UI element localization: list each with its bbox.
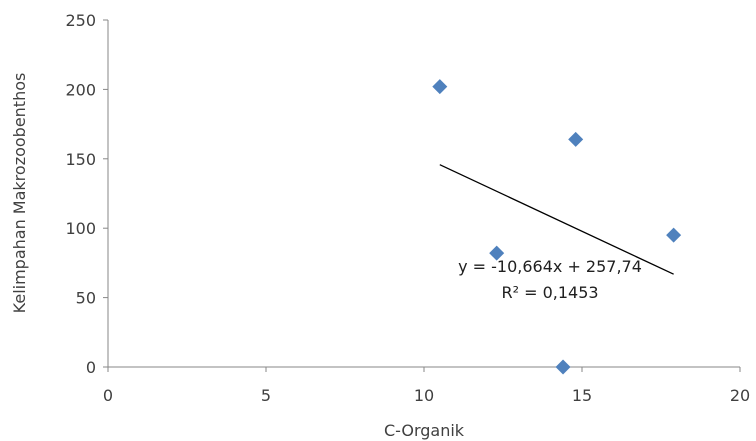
data-points: [432, 79, 682, 375]
y-axis-title: Kelimpahan Makrozoobenthos: [10, 73, 29, 314]
x-tick-group: 0 5 10 15 20: [103, 367, 750, 405]
data-point: [489, 245, 505, 261]
data-point: [666, 227, 682, 243]
trendline-r2: R² = 0,1453: [501, 283, 598, 302]
trendline-group: [439, 164, 674, 275]
x-axis-title: C-Organik: [384, 421, 465, 440]
x-tick-label: 0: [103, 386, 113, 405]
data-point: [555, 359, 571, 375]
data-point: [568, 131, 584, 147]
y-tick-label: 100: [65, 219, 96, 238]
data-point: [432, 79, 448, 95]
x-tick-label: 5: [261, 386, 271, 405]
y-tick-label: 0: [86, 358, 96, 377]
y-tick-label: 50: [76, 289, 96, 308]
y-tick-label: 150: [65, 150, 96, 169]
axes: [107, 20, 740, 368]
y-tick-label: 250: [65, 11, 96, 30]
x-tick-label: 15: [572, 386, 592, 405]
x-tick-label: 10: [414, 386, 434, 405]
trendline-equation: y = -10,664x + 257,74: [458, 257, 642, 276]
y-tick-group: 0 50 100 150 200 250: [65, 11, 108, 377]
trendline: [439, 164, 674, 275]
y-tick-label: 200: [65, 80, 96, 99]
x-tick-label: 20: [730, 386, 750, 405]
